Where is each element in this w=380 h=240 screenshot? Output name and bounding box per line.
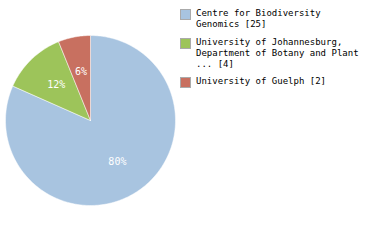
- html-text:Centre for Biodiversity Genomi: Centre for Biodiversity Genomics [25]: [196, 8, 321, 30]
- svg-text:12%: 12%: [47, 79, 65, 90]
- html-text:University of Johannesburg, De: University of Johannesburg, Department o…: [196, 36, 359, 69]
- svg-text:80%: 80%: [108, 156, 126, 167]
- html-text:University of Guelph [2]: University of Guelph [2]: [196, 76, 326, 87]
- svg-text:6%: 6%: [75, 66, 87, 77]
